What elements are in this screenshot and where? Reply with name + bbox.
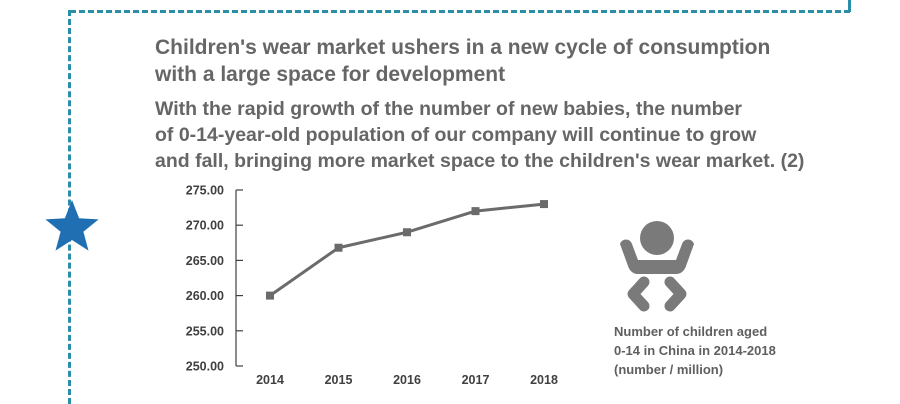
dashed-frame-right <box>848 0 851 12</box>
data-point <box>471 207 480 216</box>
y-tick-label: 275.00 <box>186 184 224 198</box>
y-tick-label: 255.00 <box>186 324 224 338</box>
series-line <box>269 202 545 297</box>
title-line-2: with a large space for development <box>155 63 506 86</box>
star-shape <box>45 200 99 251</box>
caption-line-1: Number of children aged <box>614 324 768 339</box>
x-tick-label: 2015 <box>325 373 353 387</box>
page-subtitle: With the rapid growth of the number of n… <box>155 96 885 174</box>
dashed-frame-top <box>70 10 850 13</box>
data-point <box>540 200 548 209</box>
baby-head <box>640 221 674 255</box>
caption-line-3: (number / million) <box>614 362 724 377</box>
y-tick-label: 260.00 <box>186 289 224 303</box>
chart-caption: Number of children aged 0-14 in China in… <box>614 322 844 379</box>
baby-leg-right <box>664 276 687 312</box>
y-tick-label: 270.00 <box>186 219 224 233</box>
subtitle-line-1: With the rapid growth of the number of n… <box>155 98 742 120</box>
baby-icon <box>620 221 694 312</box>
data-point <box>403 228 411 237</box>
page-title: Children's wear market ushers in a new c… <box>155 34 875 88</box>
x-tick-label: 2016 <box>393 373 421 387</box>
baby-body <box>620 239 694 274</box>
x-tick-label: 2017 <box>462 373 490 387</box>
y-tick-label: 265.00 <box>186 254 224 268</box>
baby-leg-left <box>627 276 650 312</box>
line-chart: 275.00 270.00 265.00 260.00 255.00 250.00 2014… <box>186 184 558 388</box>
y-tick-label: 250.00 <box>186 360 224 374</box>
subtitle-line-3: and fall, bringing more market space to … <box>155 150 805 172</box>
caption-line-2: 0-14 in China in 2014-2018 <box>614 343 776 358</box>
data-point <box>334 243 343 252</box>
x-tick-label: 2018 <box>530 373 558 387</box>
x-tick-label: 2014 <box>256 373 284 387</box>
title-line-1: Children's wear market ushers in a new c… <box>155 36 771 59</box>
star-icon <box>45 200 99 251</box>
subtitle-line-2: of 0-14-year-old population of our compa… <box>155 124 757 146</box>
data-point <box>266 291 274 300</box>
